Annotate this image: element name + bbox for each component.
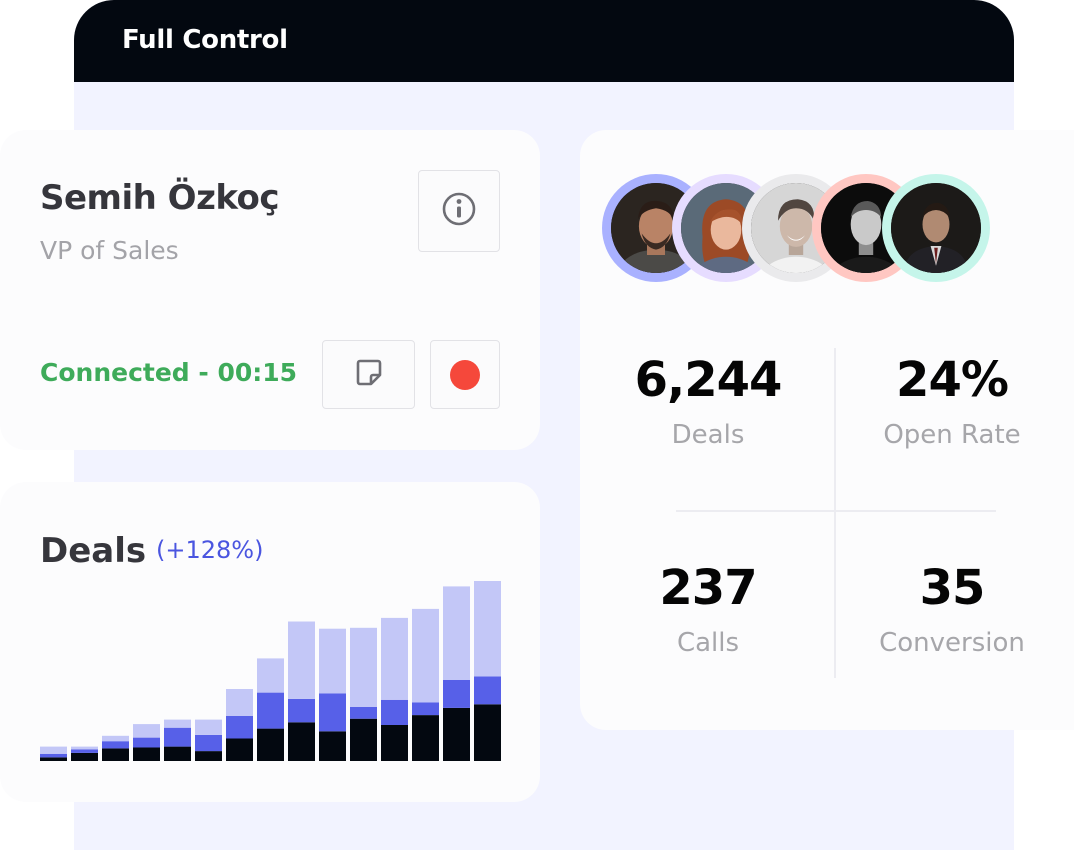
stat-label: Calls — [676, 628, 740, 658]
bar-segment — [102, 748, 129, 761]
deals-chart — [40, 581, 501, 761]
bar-segment — [443, 707, 470, 761]
bar-segment — [71, 749, 98, 753]
bar-segment — [257, 728, 284, 761]
avatar[interactable] — [882, 174, 990, 282]
bar-segment — [474, 676, 501, 705]
bar-segment — [350, 627, 377, 707]
bar-segment — [288, 621, 315, 699]
bar-segment — [226, 716, 253, 739]
bar-segment — [350, 707, 377, 719]
bar-segment — [381, 617, 408, 700]
bar-segment — [288, 698, 315, 723]
stat-deals: 6,244 Deals — [588, 352, 828, 450]
bar-segment — [319, 731, 346, 761]
bar-segment — [40, 753, 67, 758]
contact-card: Semih Özkoç VP of Sales Connected - 00:1… — [0, 130, 540, 450]
bar-segment — [474, 704, 501, 761]
note-button[interactable] — [322, 340, 415, 409]
bar-segment — [71, 746, 98, 750]
stat-label: Open Rate — [883, 420, 1021, 450]
bar-segment — [350, 718, 377, 761]
deals-card: Deals (+128%) — [0, 482, 540, 802]
bar-segment — [40, 746, 67, 754]
bar-segment — [102, 735, 129, 742]
bar-segment — [257, 658, 284, 693]
bar-segment — [412, 715, 439, 761]
stat-conversion: 35 Conversion — [832, 560, 1072, 658]
bar-segment — [102, 741, 129, 749]
bar-segment — [195, 734, 222, 752]
bar-segment — [288, 722, 315, 761]
bar-segment — [133, 747, 160, 761]
bar-segment — [133, 737, 160, 748]
deals-title: Deals — [40, 531, 147, 571]
bar-segment — [226, 738, 253, 761]
record-button[interactable] — [430, 340, 500, 409]
record-icon — [450, 359, 480, 390]
contact-name: Semih Özkoç — [40, 178, 280, 218]
stat-value: 35 — [919, 560, 986, 616]
info-button[interactable] — [418, 170, 500, 252]
stat-calls: 237 Calls — [588, 560, 828, 658]
bar-segment — [381, 699, 408, 725]
deals-change: (+128%) — [156, 536, 264, 564]
bar-segment — [40, 757, 67, 761]
title-bar: Full Control — [74, 0, 1014, 82]
bar-segment — [412, 702, 439, 716]
bar-segment — [226, 689, 253, 716]
bar-segment — [443, 680, 470, 708]
bar-segment — [443, 586, 470, 680]
stats-divider-vertical — [834, 348, 836, 678]
bar-segment — [257, 692, 284, 729]
bar-segment — [195, 751, 222, 761]
bar-segment — [474, 581, 501, 677]
stat-value: 6,244 — [634, 352, 783, 408]
bar-segment — [71, 752, 98, 761]
contact-role: VP of Sales — [40, 236, 179, 265]
bar-segment — [164, 719, 191, 728]
bar-segment — [319, 693, 346, 732]
stat-label: Deals — [671, 420, 745, 450]
stat-value: 237 — [659, 560, 757, 616]
bar-segment — [412, 608, 439, 703]
stats-card: 6,244 Deals 24% Open Rate 237 Calls 35 C… — [580, 130, 1074, 730]
bar-segment — [164, 746, 191, 761]
info-icon — [441, 191, 477, 231]
stats-divider-horizontal — [676, 510, 996, 512]
sticky-note-icon — [353, 357, 385, 393]
avatar[interactable] — [672, 174, 780, 282]
stat-label: Conversion — [879, 628, 1025, 658]
team-avatars — [602, 174, 1002, 284]
call-status: Connected - 00:15 — [40, 358, 298, 387]
stat-open-rate: 24% Open Rate — [832, 352, 1072, 450]
bar-segment — [133, 724, 160, 738]
bar-segment — [164, 727, 191, 747]
bar-segment — [381, 725, 408, 761]
window-title: Full Control — [122, 25, 288, 55]
stat-value: 24% — [896, 352, 1009, 408]
bar-segment — [319, 628, 346, 694]
bar-segment — [195, 719, 222, 735]
